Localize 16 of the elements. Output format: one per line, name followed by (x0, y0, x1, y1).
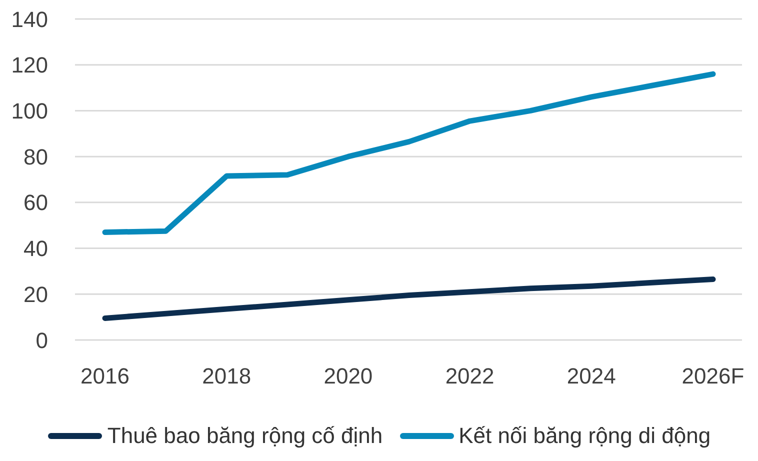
x-tick-label: 2026F (682, 364, 744, 389)
legend-label: Thuê bao băng rộng cố định (107, 422, 383, 448)
y-tick-label: 100 (11, 98, 48, 124)
y-tick-label: 140 (11, 6, 48, 32)
y-tick-label: 120 (11, 52, 48, 78)
y-tick-label: 40 (24, 236, 48, 262)
x-tick-label: 2020 (324, 364, 373, 389)
x-tick-label: 2018 (202, 364, 252, 389)
y-tick-label: 20 (24, 282, 48, 307)
x-tick-label: 2016 (80, 364, 130, 389)
y-tick-label: 80 (24, 144, 48, 170)
legend-label: Kết nối băng rộng di động (458, 422, 711, 448)
x-tick-label: 2022 (445, 364, 494, 389)
x-tick-label: 2024 (566, 364, 616, 389)
y-tick-label: 60 (24, 190, 48, 216)
y-tick-label: 0 (36, 328, 48, 353)
